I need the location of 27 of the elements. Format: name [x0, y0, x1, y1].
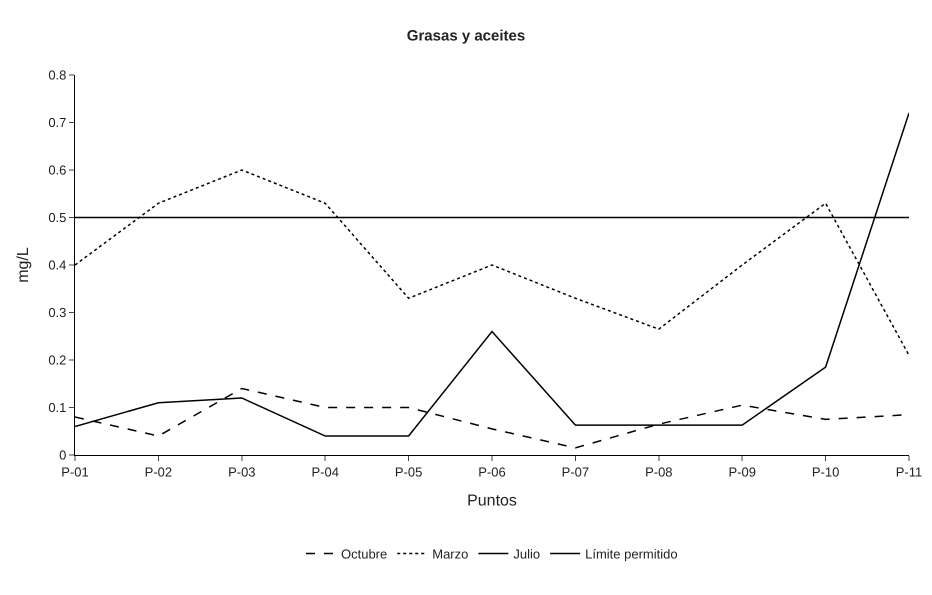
legend-label: Julio — [513, 546, 540, 562]
legend-label: Límite permitido — [585, 546, 678, 562]
x-tick-label: P-09 — [728, 464, 756, 480]
x-tick-label: P-10 — [812, 464, 840, 480]
legend-label: Marzo — [432, 546, 468, 562]
x-tick-label: P-02 — [144, 464, 172, 480]
x-tick-label: P-06 — [478, 464, 506, 480]
chart-title: Grasas y aceites — [406, 27, 526, 44]
x-tick-label: P-04 — [311, 464, 339, 480]
x-tick-label: P-07 — [562, 464, 590, 480]
y-tick-label: 0.8 — [48, 68, 66, 83]
x-tick-label: P-11 — [896, 464, 922, 480]
y-tick-label: 0.2 — [48, 352, 66, 368]
x-tick-label: P-08 — [645, 464, 673, 480]
y-tick-label: 0.6 — [48, 162, 66, 178]
y-axis-title: mg/L — [15, 247, 32, 283]
legend-label: Octubre — [341, 546, 388, 562]
y-tick-label: 0.7 — [48, 115, 66, 130]
y-tick-label: 0.1 — [48, 400, 66, 416]
y-tick-label: 0.5 — [48, 210, 66, 226]
x-tick-label: P-01 — [61, 464, 89, 480]
y-tick-label: 0.3 — [48, 305, 66, 320]
y-tick-label: 0 — [59, 448, 66, 463]
x-tick-label: P-03 — [228, 464, 256, 480]
y-tick-label: 0.4 — [48, 258, 66, 273]
x-axis-title: Puntos — [467, 492, 517, 510]
x-tick-label: P-05 — [394, 464, 422, 480]
